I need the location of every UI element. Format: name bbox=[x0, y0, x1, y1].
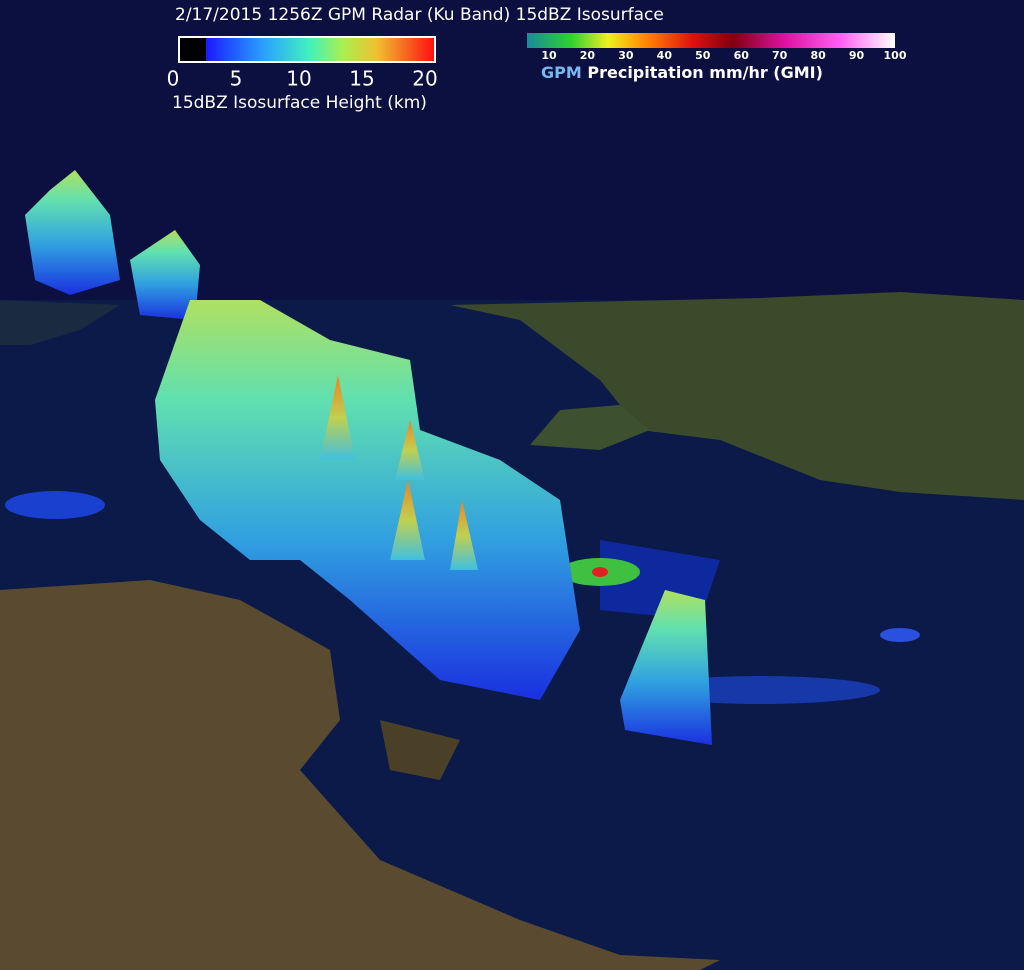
tick-label: 100 bbox=[884, 49, 907, 62]
land-south bbox=[0, 580, 720, 970]
tick-label: 30 bbox=[618, 49, 634, 62]
radar-isosurface bbox=[25, 170, 712, 745]
tick-label: 10 bbox=[286, 67, 311, 91]
rain-peak bbox=[592, 567, 608, 577]
tick-label: 90 bbox=[849, 49, 865, 62]
storm-tower bbox=[450, 500, 478, 570]
tick-label: 70 bbox=[772, 49, 788, 62]
height-colorbar bbox=[206, 38, 434, 61]
precip-ticks: 10 20 30 40 50 60 70 80 90 100 bbox=[541, 49, 906, 62]
storm-cell bbox=[130, 230, 200, 320]
title: 2/17/2015 1256Z GPM Radar (Ku Band) 15dB… bbox=[175, 5, 664, 25]
storm-cell bbox=[155, 300, 580, 700]
tick-label: 0 bbox=[167, 67, 180, 91]
tick-label: 20 bbox=[580, 49, 596, 62]
precip-unit: Precipitation mm/hr (GMI) bbox=[587, 63, 823, 82]
rain-area bbox=[880, 628, 920, 642]
land-north bbox=[450, 292, 1024, 500]
precip-source: GPM bbox=[541, 63, 582, 82]
rain-area bbox=[5, 491, 105, 519]
height-label: 15dBZ Isosurface Height (km) bbox=[172, 93, 427, 113]
tick-label: 5 bbox=[230, 67, 243, 91]
storm-cell bbox=[25, 170, 120, 295]
tick-label: 40 bbox=[657, 49, 673, 62]
storm-tower bbox=[320, 375, 355, 460]
land-west bbox=[0, 300, 120, 345]
tick-label: 10 bbox=[541, 49, 557, 62]
tick-label: 80 bbox=[810, 49, 826, 62]
peninsula bbox=[530, 405, 650, 450]
tick-label: 20 bbox=[412, 67, 437, 91]
storm-cell bbox=[620, 590, 712, 745]
storm-tower bbox=[395, 420, 425, 480]
precip-label: GPM Precipitation mm/hr (GMI) bbox=[541, 63, 823, 82]
precip-colorbar bbox=[527, 33, 895, 48]
tick-label: 15 bbox=[349, 67, 374, 91]
storm-tower bbox=[390, 480, 425, 560]
tick-label: 60 bbox=[734, 49, 750, 62]
tick-label: 50 bbox=[695, 49, 711, 62]
island bbox=[380, 720, 460, 780]
height-ticks: 0 5 10 15 20 bbox=[167, 67, 438, 91]
